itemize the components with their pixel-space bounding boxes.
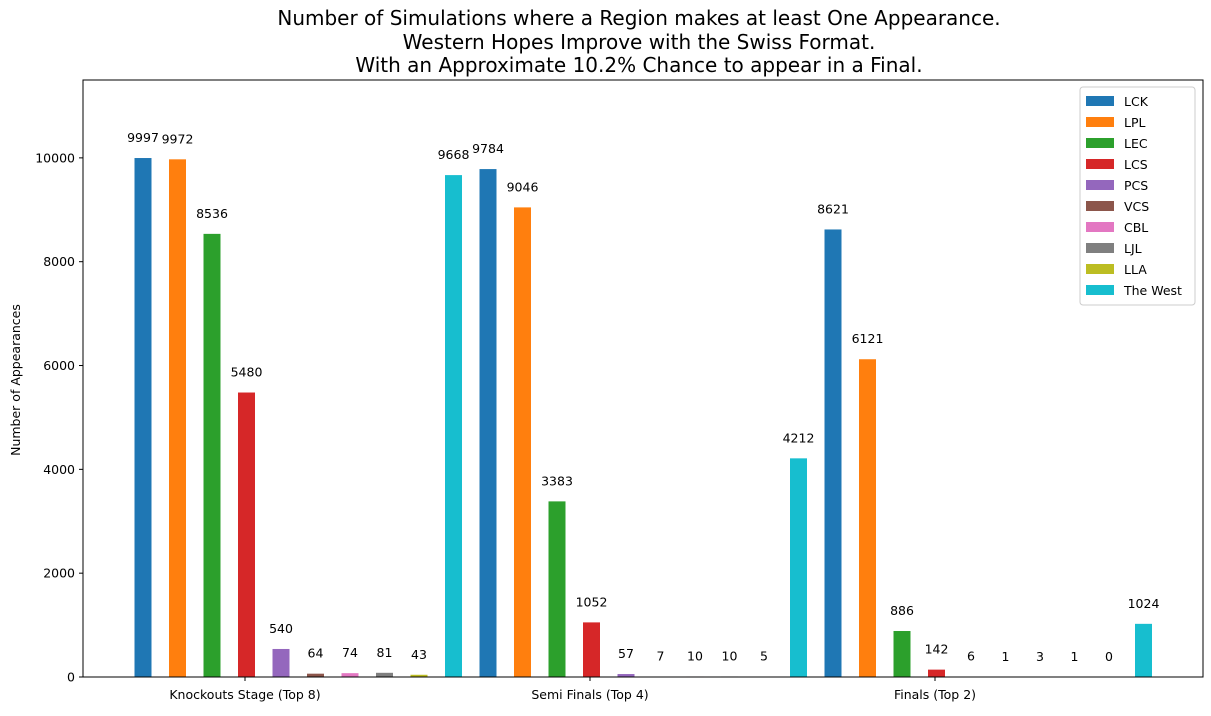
data-label-lpl-semi-finals-top-4: 9046 <box>507 179 539 194</box>
legend-label-lec: LEC <box>1124 136 1148 151</box>
legend-label-lla: LLA <box>1124 262 1147 277</box>
bar-lpl-knockouts-stage-top-8 <box>169 159 186 677</box>
y-axis-label: Number of Appearances <box>8 304 23 456</box>
y-tick-label: 8000 <box>43 254 75 269</box>
bar-the-west-semi-finals-top-4 <box>790 458 807 677</box>
legend-swatch-the-west <box>1086 285 1114 295</box>
y-tick-label: 2000 <box>43 566 75 581</box>
bar-the-west-knockouts-stage-top-8 <box>445 175 462 677</box>
data-label-lcs-semi-finals-top-4: 1052 <box>576 594 608 609</box>
bar-cbl-knockouts-stage-top-8 <box>342 673 359 677</box>
legend: LCK LPL LEC LCS PCS VCS CBL LJL LLA The West <box>1080 87 1195 305</box>
data-label-the-west-semi-finals-top-4: 4212 <box>783 430 815 445</box>
bar-lec-finals-top-2 <box>894 631 911 677</box>
legend-swatch-lcs <box>1086 159 1114 169</box>
bar-lcs-finals-top-2 <box>928 670 945 677</box>
x-axis: Knockouts Stage (Top 8) Semi Finals (Top … <box>169 677 976 702</box>
bar-lpl-finals-top-2 <box>859 359 876 677</box>
data-label-the-west-knockouts-stage-top-8: 9668 <box>438 147 470 162</box>
x-tick-label-semi-finals-top-4: Semi Finals (Top 4) <box>531 687 648 702</box>
legend-label-cbl: CBL <box>1124 220 1148 235</box>
data-label-lck-knockouts-stage-top-8: 9997 <box>127 130 159 145</box>
data-label-lcs-knockouts-stage-top-8: 5480 <box>231 365 263 380</box>
legend-label-vcs: VCS <box>1124 199 1149 214</box>
bar-lcs-knockouts-stage-top-8 <box>238 393 255 677</box>
data-label-cbl-finals-top-2: 3 <box>1036 649 1044 664</box>
data-label-vcs-knockouts-stage-top-8: 64 <box>308 646 324 661</box>
legend-label-ljl: LJL <box>1124 241 1142 256</box>
bar-lck-knockouts-stage-top-8 <box>135 158 152 677</box>
data-label-lck-finals-top-2: 8621 <box>817 201 849 216</box>
bars-layer <box>135 158 1153 677</box>
y-tick-label: 10000 <box>35 150 75 165</box>
legend-label-lpl: LPL <box>1124 115 1146 130</box>
chart-title-line-3: With an Approximate 10.2% Chance to appe… <box>355 53 922 77</box>
legend-swatch-pcs <box>1086 180 1114 190</box>
bar-ljl-knockouts-stage-top-8 <box>376 673 393 677</box>
data-label-lec-knockouts-stage-top-8: 8536 <box>196 206 228 221</box>
data-label-ljl-semi-finals-top-4: 10 <box>722 648 738 663</box>
data-label-the-west-finals-top-2: 1024 <box>1128 596 1160 611</box>
legend-label-pcs: PCS <box>1124 178 1148 193</box>
bar-the-west-finals-top-2 <box>1135 624 1152 677</box>
data-label-cbl-semi-finals-top-4: 10 <box>687 648 703 663</box>
bar-pcs-knockouts-stage-top-8 <box>273 649 290 677</box>
data-label-lec-semi-finals-top-4: 3383 <box>541 473 573 488</box>
bar-lck-semi-finals-top-4 <box>480 169 497 677</box>
data-label-lpl-finals-top-2: 6121 <box>852 331 884 346</box>
legend-swatch-lla <box>1086 264 1114 274</box>
data-label-ljl-knockouts-stage-top-8: 81 <box>377 645 393 660</box>
y-tick-label: 0 <box>67 670 75 685</box>
data-label-ljl-finals-top-2: 1 <box>1071 649 1079 664</box>
y-axis: 0 2000 4000 6000 8000 10000 <box>35 150 83 684</box>
legend-swatch-ljl <box>1086 243 1114 253</box>
legend-swatch-cbl <box>1086 222 1114 232</box>
data-label-vcs-finals-top-2: 1 <box>1002 649 1010 664</box>
legend-swatch-lec <box>1086 138 1114 148</box>
y-tick-label: 4000 <box>43 462 75 477</box>
data-label-pcs-knockouts-stage-top-8: 540 <box>269 621 293 636</box>
legend-swatch-lpl <box>1086 117 1114 127</box>
data-label-lec-finals-top-2: 886 <box>890 603 914 618</box>
data-label-lla-knockouts-stage-top-8: 43 <box>411 647 427 662</box>
bar-lck-finals-top-2 <box>825 229 842 677</box>
bar-lec-semi-finals-top-4 <box>549 501 566 677</box>
data-label-lcs-finals-top-2: 142 <box>925 642 949 657</box>
chart-title-line-2: Western Hopes Improve with the Swiss For… <box>403 30 876 54</box>
data-label-cbl-knockouts-stage-top-8: 74 <box>342 645 358 660</box>
data-label-pcs-semi-finals-top-4: 57 <box>618 646 634 661</box>
legend-swatch-vcs <box>1086 201 1114 211</box>
data-label-lla-finals-top-2: 0 <box>1105 649 1113 664</box>
bar-lpl-semi-finals-top-4 <box>514 207 531 677</box>
bar-lcs-semi-finals-top-4 <box>583 622 600 677</box>
legend-label-lcs: LCS <box>1124 157 1148 172</box>
y-tick-label: 6000 <box>43 358 75 373</box>
bar-lec-knockouts-stage-top-8 <box>204 234 221 677</box>
chart-title-line-1: Number of Simulations where a Region mak… <box>277 6 1000 30</box>
data-label-lla-semi-finals-top-4: 5 <box>760 649 768 664</box>
chart-title: Number of Simulations where a Region mak… <box>277 6 1000 77</box>
data-label-vcs-semi-finals-top-4: 7 <box>657 649 665 664</box>
data-label-pcs-finals-top-2: 6 <box>967 649 975 664</box>
x-tick-label-finals-top-2: Finals (Top 2) <box>894 687 976 702</box>
data-label-lck-semi-finals-top-4: 9784 <box>472 141 504 156</box>
data-label-lpl-knockouts-stage-top-8: 9972 <box>162 131 194 146</box>
legend-label-the-west: The West <box>1123 283 1182 298</box>
legend-label-lck: LCK <box>1124 94 1149 109</box>
x-tick-label-knockouts-stage-top-8: Knockouts Stage (Top 8) <box>169 687 320 702</box>
legend-swatch-lck <box>1086 96 1114 106</box>
